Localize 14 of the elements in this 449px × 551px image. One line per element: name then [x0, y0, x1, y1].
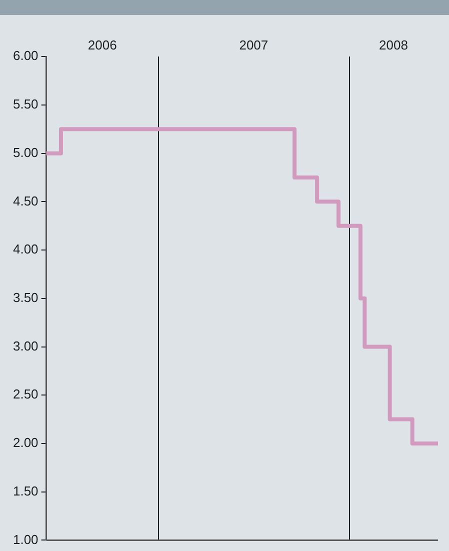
x-tick-label: 2008 [379, 37, 408, 52]
x-tick-label: 2007 [239, 37, 268, 52]
x-tick-label: 2006 [88, 37, 117, 52]
y-tick-label: 1.00 [12, 532, 38, 547]
y-tick-label: 6.00 [12, 48, 38, 64]
y-tick-label: 4.50 [12, 193, 38, 208]
y-tick-label: 3.50 [12, 290, 38, 305]
y-tick-label: 1.50 [12, 483, 38, 498]
y-tick-label: 4.00 [12, 242, 38, 257]
y-tick-label: 2.00 [12, 435, 38, 450]
y-tick-label: 5.00 [12, 144, 38, 160]
y-tick-label: 3.00 [12, 338, 38, 354]
y-tick-label: 5.50 [12, 96, 38, 112]
y-tick-label: 2.50 [12, 386, 38, 402]
